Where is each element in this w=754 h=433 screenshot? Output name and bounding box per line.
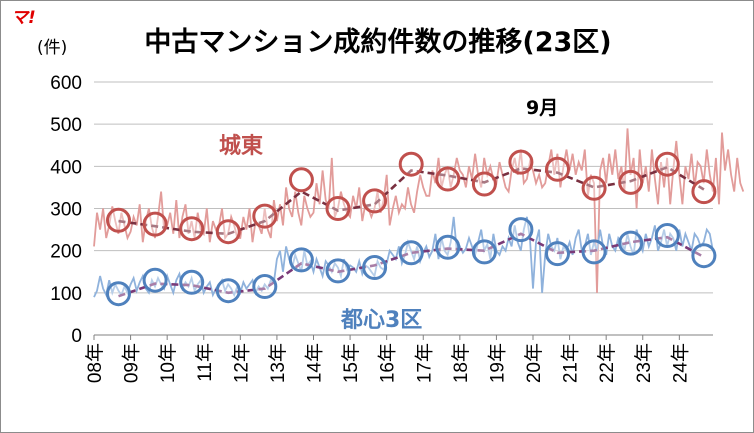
logo-mark: マ!: [11, 8, 36, 28]
x-tick-label: 11年: [194, 343, 216, 382]
point-center-september: [691, 243, 717, 269]
point-center-september: [435, 234, 461, 260]
point-center-september: [508, 217, 534, 243]
x-tick-label: 20年: [523, 343, 545, 383]
y-tick-label: 600: [50, 73, 82, 94]
point-center-september: [252, 274, 278, 299]
x-tick-label: 13年: [267, 343, 289, 383]
point-center-september: [654, 223, 680, 248]
month-annotation: 9月: [526, 97, 558, 119]
x-tick-label: 23年: [633, 343, 655, 383]
series-label-center: 都心3区: [340, 308, 422, 333]
y-tick-labels: 0 100 200 300 400 500 600: [50, 73, 82, 347]
x-tick-label: 19年: [486, 343, 508, 383]
x-tick-labels: 08年 09年 10年 11年 12年 13年 14年 15年 16年 17年 18年 19年 20年 2…: [84, 335, 691, 383]
point-east-september: [252, 203, 278, 229]
point-east-september: [508, 149, 534, 175]
y-tick-label: 0: [71, 326, 82, 347]
point-center-september: [106, 281, 131, 307]
point-east-september: [179, 216, 205, 242]
y-tick-label: 500: [50, 115, 82, 136]
x-tick-label: 21年: [560, 343, 582, 383]
y-tick-label: 100: [50, 284, 82, 305]
point-east-september: [654, 151, 680, 177]
x-tick-label: 15年: [340, 343, 362, 383]
point-center-september: [288, 247, 314, 273]
x-tick-label: 18年: [450, 343, 472, 383]
point-east-september: [142, 211, 168, 237]
point-east-september: [618, 169, 644, 195]
x-tick-label: 10年: [157, 343, 179, 383]
point-east-september: [325, 196, 351, 221]
y-tick-label: 400: [50, 157, 82, 178]
point-east-september: [545, 156, 570, 182]
x-tick-label: 16年: [377, 343, 399, 383]
x-tick-label: 08年: [84, 343, 106, 383]
point-center-september: [362, 255, 388, 280]
point-center-september: [471, 239, 497, 265]
x-tick-label: 12年: [230, 343, 252, 383]
x-tick-label: 22年: [596, 343, 618, 383]
x-tick-label: 24年: [669, 343, 691, 383]
series-line-east-monthly: [93, 128, 745, 293]
point-center-september: [398, 240, 424, 266]
series-line-east-trend: [118, 165, 705, 236]
point-east-september: [581, 175, 607, 201]
point-center-september: [581, 239, 607, 265]
gridlines: [94, 81, 713, 336]
point-east-september: [106, 207, 131, 233]
point-center-september: [325, 258, 351, 284]
series-label-east: 城東: [219, 133, 263, 159]
x-tick-label: 09年: [121, 343, 143, 383]
point-center-september: [215, 278, 241, 304]
point-center-september: [142, 267, 168, 293]
y-tick-label: 300: [50, 200, 82, 221]
point-east-september: [362, 188, 388, 214]
x-tick-label: 17年: [413, 343, 435, 383]
point-east-september: [435, 166, 461, 192]
point-east-september: [471, 171, 497, 197]
x-tick-label: 14年: [304, 343, 326, 383]
series-layer: [93, 128, 745, 307]
point-east-september: [691, 179, 717, 205]
point-east-september: [398, 151, 424, 177]
chart-title: 中古マンション成約件数の推移(23区): [144, 26, 611, 58]
point-east-september: [215, 219, 241, 245]
point-center-september: [545, 241, 570, 267]
point-center-september: [179, 269, 205, 295]
y-axis-unit: (件): [37, 38, 67, 58]
point-center-september: [618, 230, 644, 256]
y-tick-label: 200: [50, 242, 82, 263]
point-east-september: [288, 167, 314, 193]
